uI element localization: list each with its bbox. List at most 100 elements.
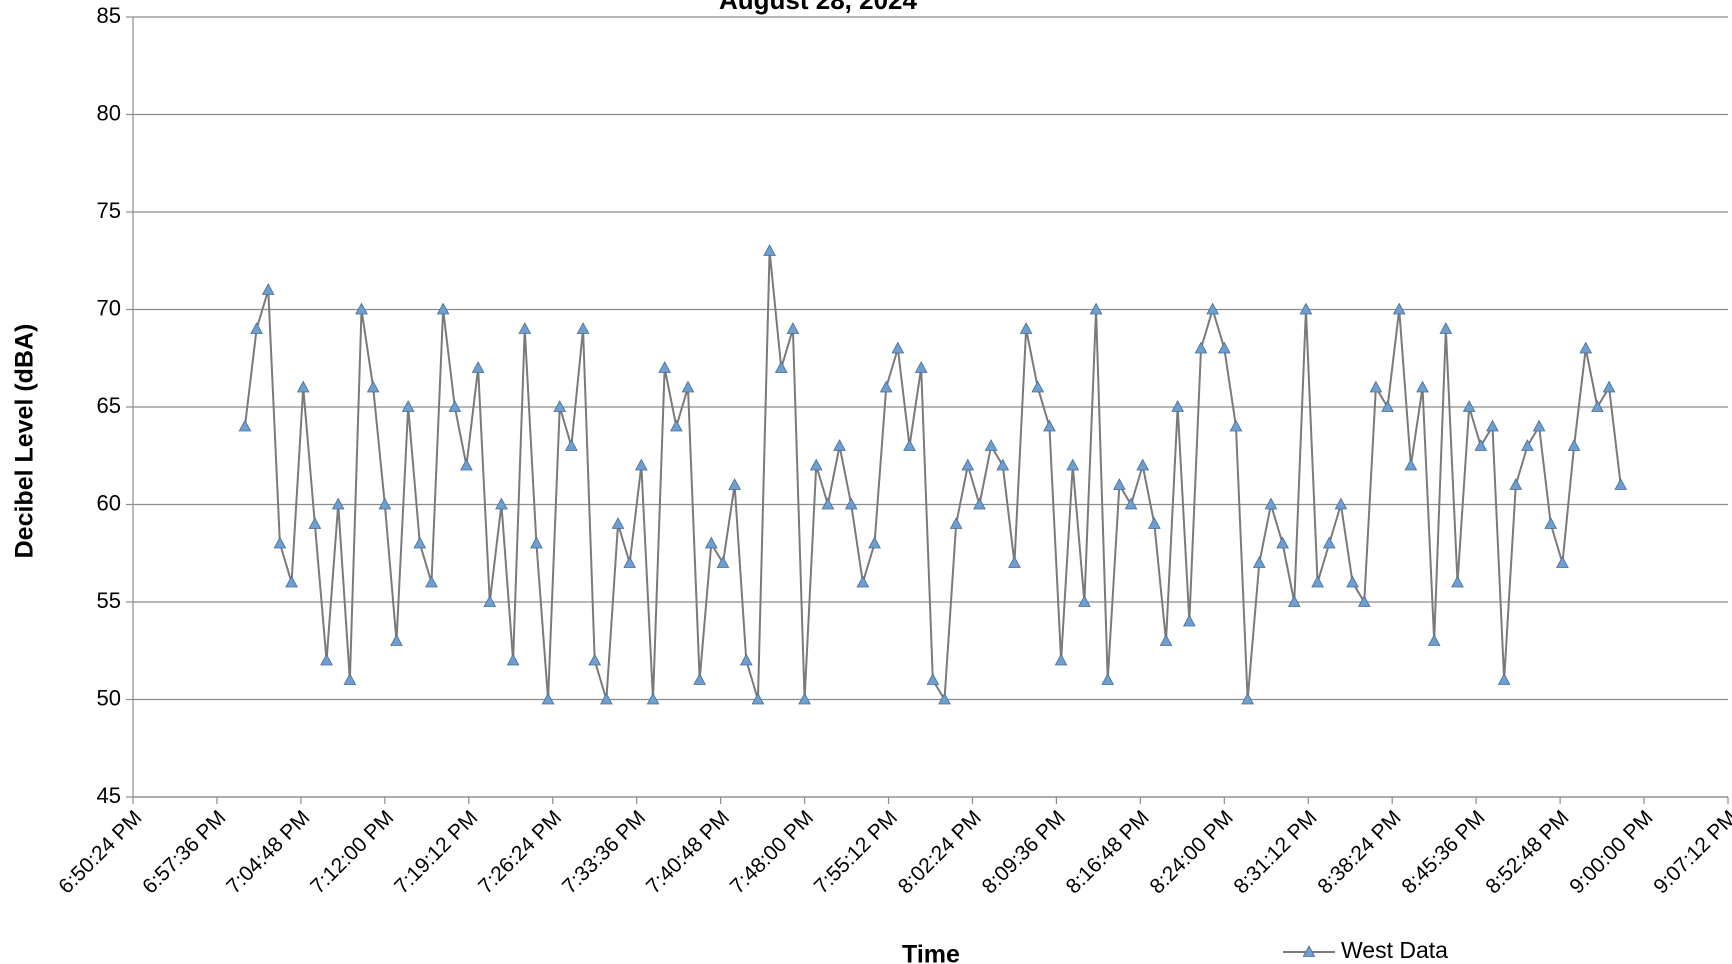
marker	[1159, 634, 1173, 646]
x-tick-label: 8:31:12 PM	[1230, 806, 1322, 898]
marker	[1217, 341, 1231, 354]
marker	[809, 458, 823, 471]
marker	[1019, 322, 1033, 334]
marker	[1252, 556, 1266, 568]
y-tick-label: 65	[97, 393, 121, 418]
marker	[1311, 575, 1324, 588]
marker	[949, 517, 963, 529]
y-tick-label: 70	[97, 295, 121, 320]
marker	[1113, 478, 1126, 490]
marker	[669, 419, 683, 432]
marker	[763, 244, 776, 256]
marker	[914, 361, 928, 373]
x-tick-label: 7:04:48 PM	[222, 806, 314, 898]
marker	[1066, 458, 1080, 471]
marker	[681, 380, 695, 393]
marker	[704, 536, 718, 549]
marker	[1474, 439, 1488, 451]
marker	[634, 458, 648, 471]
legend-label: West Data	[1341, 937, 1448, 963]
marker	[1078, 595, 1091, 607]
x-tick-label: 8:02:24 PM	[894, 806, 986, 898]
marker	[273, 536, 287, 549]
marker	[506, 653, 520, 666]
marker	[599, 692, 613, 705]
marker	[1136, 458, 1150, 471]
marker	[1462, 400, 1476, 412]
y-tick-label: 85	[97, 3, 121, 28]
marker	[891, 341, 905, 354]
x-axis-label: Time	[902, 941, 960, 964]
marker	[1427, 634, 1441, 646]
marker	[331, 497, 345, 510]
x-tick-label: 8:16:48 PM	[1062, 806, 1154, 898]
x-tick-label: 8:52:48 PM	[1481, 806, 1573, 898]
x-tick-label: 7:12:00 PM	[306, 806, 398, 898]
x-tick-label: 8:24:00 PM	[1146, 806, 1238, 898]
y-axis-label: Decibel Level (dBA)	[11, 324, 39, 559]
marker	[1486, 419, 1499, 432]
marker	[390, 634, 403, 646]
marker	[1147, 517, 1161, 529]
marker	[1206, 302, 1220, 315]
marker	[844, 497, 858, 510]
marker	[378, 497, 392, 510]
marker	[658, 361, 672, 373]
x-tick-label: 8:09:36 PM	[978, 806, 1070, 898]
x-tick-label: 7:33:36 PM	[558, 806, 650, 898]
marker	[261, 283, 275, 295]
marker	[285, 575, 298, 588]
marker	[238, 419, 252, 432]
marker	[250, 322, 263, 334]
marker	[576, 322, 590, 334]
marker	[1334, 497, 1348, 510]
marker	[646, 692, 660, 705]
marker	[973, 497, 986, 510]
marker	[530, 536, 543, 549]
marker	[343, 673, 357, 685]
y-tick-label: 60	[97, 490, 121, 515]
marker	[1591, 400, 1604, 412]
x-tick-label: 7:48:00 PM	[726, 806, 818, 898]
x-tick-label: 8:45:36 PM	[1397, 806, 1489, 898]
y-tick-label: 45	[97, 783, 121, 808]
x-tick-label: 7:26:24 PM	[474, 806, 566, 898]
marker	[1346, 575, 1359, 588]
x-tick-label: 7:40:48 PM	[642, 806, 734, 898]
marker	[693, 673, 707, 685]
y-tick-label: 75	[97, 198, 121, 223]
marker	[541, 692, 555, 705]
marker	[1567, 439, 1581, 451]
marker	[1299, 302, 1313, 315]
marker	[1287, 595, 1301, 607]
marker	[961, 458, 975, 471]
marker	[1054, 653, 1068, 666]
marker	[1556, 556, 1569, 568]
marker	[460, 458, 473, 471]
x-tick-label: 9:00:00 PM	[1565, 806, 1657, 898]
marker	[984, 439, 998, 451]
marker	[728, 478, 741, 490]
marker	[1509, 478, 1523, 490]
marker	[798, 692, 811, 705]
marker	[751, 692, 765, 705]
marker	[1579, 341, 1593, 354]
marker	[1602, 380, 1616, 393]
x-tick-label: 6:57:36 PM	[138, 806, 230, 898]
marker	[1171, 400, 1185, 412]
x-tick-label: 7:55:12 PM	[810, 806, 902, 898]
marker	[879, 380, 893, 393]
marker	[1381, 400, 1394, 412]
marker	[833, 439, 846, 451]
marker	[1276, 536, 1289, 549]
marker	[436, 302, 450, 315]
marker	[1614, 478, 1628, 490]
marker	[355, 302, 368, 315]
marker	[1439, 322, 1453, 334]
marker	[1322, 536, 1336, 549]
marker	[518, 322, 532, 334]
marker	[1182, 614, 1196, 627]
marker	[1532, 419, 1546, 432]
marker	[1369, 380, 1383, 393]
marker	[1416, 380, 1429, 393]
